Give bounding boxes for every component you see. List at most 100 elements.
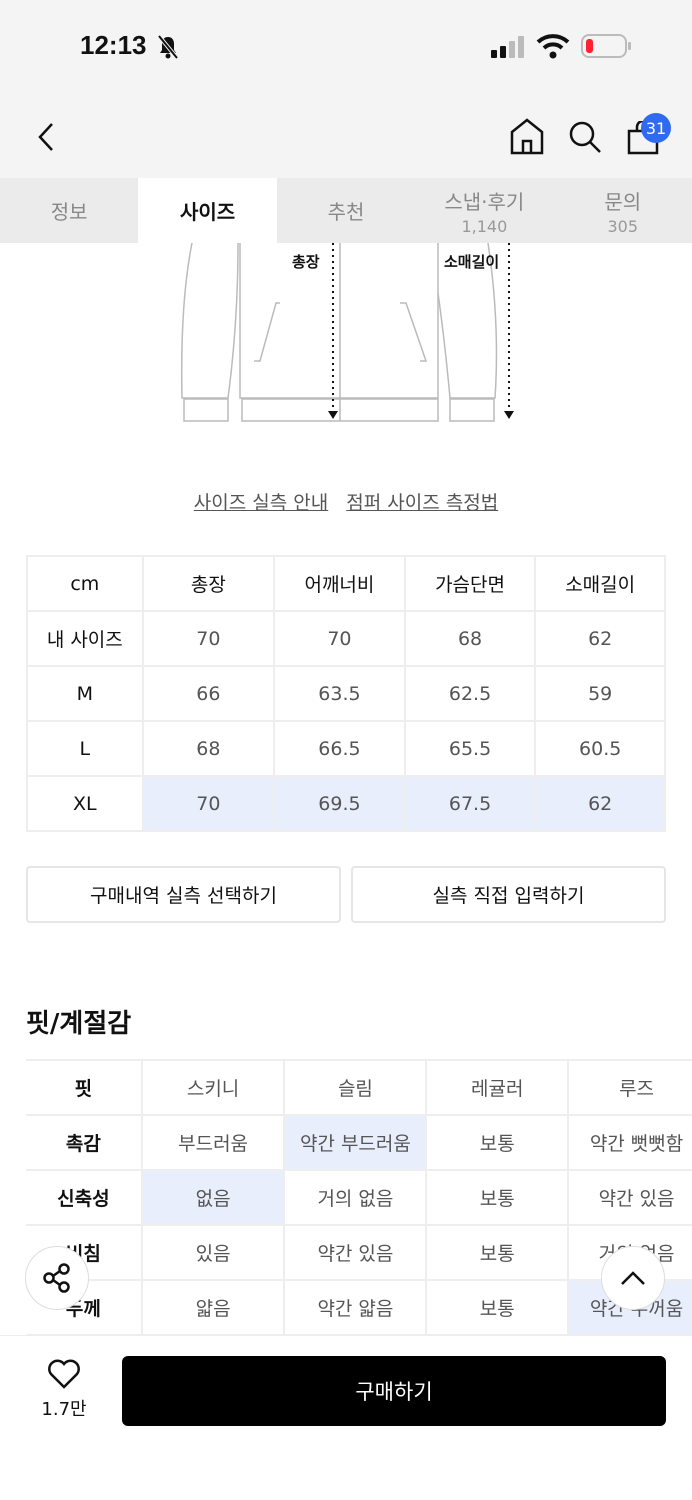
status-time: 12:13: [80, 30, 147, 60]
share-icon: [43, 1263, 70, 1293]
fit-row-label: 촉감: [26, 1114, 143, 1171]
size-value: 66.5: [273, 720, 406, 777]
tab-label: 문의: [604, 189, 642, 214]
share-button[interactable]: [25, 1246, 89, 1310]
size-row: L 68 66.5 65.5 60.5: [26, 720, 666, 777]
tab-qna[interactable]: 문의 305: [554, 178, 692, 243]
size-table: cm 총장 어깨너비 가슴단면 소매길이 내 사이즈 70 70 68 62 M 66 63.5 62.5…: [26, 555, 666, 832]
size-value: 70: [141, 775, 276, 832]
fit-option: 약간 있음: [284, 1224, 428, 1281]
size-row-label: M: [26, 665, 144, 722]
size-row: M 66 63.5 62.5 59: [26, 665, 666, 722]
fit-option: 있음: [141, 1224, 286, 1281]
size-value: 60.5: [534, 720, 666, 777]
size-value: 70: [141, 610, 276, 667]
back-icon[interactable]: [34, 121, 58, 153]
manual-input-button[interactable]: 실측 직접 입력하기: [351, 866, 666, 923]
size-value: 66: [141, 665, 276, 722]
measure-method-link[interactable]: 점퍼 사이즈 측정법: [346, 492, 499, 514]
fit-option: 루즈: [568, 1059, 692, 1116]
size-value: 70: [273, 610, 406, 667]
bell-muted-icon: [157, 34, 179, 60]
size-header-cell: 소매길이: [534, 555, 666, 612]
tab-reviews[interactable]: 스냅·후기 1,140: [415, 178, 553, 243]
cart-count-badge: 31: [641, 113, 671, 143]
status-bar: 12:13: [0, 0, 692, 95]
fit-row-label: 핏: [26, 1059, 143, 1116]
size-value: 63.5: [273, 665, 406, 722]
size-value: 67.5: [403, 775, 537, 832]
tab-label: 정보: [50, 200, 88, 224]
purchase-history-button[interactable]: 구매내역 실측 선택하기: [26, 866, 341, 923]
size-header-cell: 어깨너비: [273, 555, 406, 612]
fit-row: 신축성 없음 거의 없음 보통 약간 있음: [26, 1169, 692, 1226]
fit-option: 얇음: [141, 1279, 286, 1336]
search-icon[interactable]: [567, 119, 603, 155]
fit-row-label: 신축성: [26, 1169, 143, 1226]
fit-option: 보통: [426, 1224, 570, 1281]
size-value: 62: [534, 610, 666, 667]
battery-icon: [581, 34, 631, 58]
length-label: 총장: [292, 253, 320, 271]
tab-count: 305: [607, 216, 639, 236]
size-header-row: cm 총장 어깨너비 가슴단면 소매길이: [26, 555, 666, 612]
size-links: 사이즈 실측 안내 점퍼 사이즈 측정법: [0, 488, 692, 515]
fit-row: 촉감 부드러움 약간 부드러움 보통 약간 뻣뻣함: [26, 1114, 692, 1171]
size-value: 59: [534, 665, 666, 722]
product-tabs: 정보 사이즈 추천 스냅·후기 1,140 문의 305: [0, 178, 692, 243]
fit-option: 슬림: [284, 1059, 428, 1116]
size-header-cell: cm: [26, 555, 144, 612]
size-value: 68: [403, 610, 537, 667]
chevron-up-icon: [621, 1271, 645, 1285]
size-row-label: XL: [26, 775, 144, 832]
bottom-bar: 1.7만 구매하기: [0, 1335, 692, 1500]
tab-info[interactable]: 정보: [0, 178, 138, 243]
fit-option: 약간 뻣뻣함: [568, 1114, 692, 1171]
size-row: 내 사이즈 70 70 68 62: [26, 610, 666, 667]
tab-label: 사이즈: [179, 200, 236, 224]
tab-count: 1,140: [461, 216, 508, 236]
size-value: 65.5: [403, 720, 537, 777]
size-header-cell: 총장: [141, 555, 276, 612]
signal-icon: [491, 36, 524, 58]
fit-option: 보통: [426, 1169, 570, 1226]
size-illustration: 총장 소매길이: [170, 243, 530, 423]
size-value: 62.5: [403, 665, 537, 722]
tab-label: 추천: [327, 200, 365, 224]
tab-label: 스냅·후기: [444, 189, 525, 214]
fit-option: 스키니: [141, 1059, 286, 1116]
fit-row: 두께 얇음 약간 얇음 보통 약간 두꺼움: [26, 1279, 692, 1336]
heart-icon: [48, 1359, 80, 1389]
home-icon[interactable]: [509, 117, 545, 155]
jacket-drawing: [180, 243, 514, 422]
fit-option: 보통: [426, 1279, 570, 1336]
size-value: 62: [534, 775, 666, 832]
like-count: 1.7만: [41, 1399, 87, 1420]
like-button[interactable]: 1.7만: [30, 1358, 98, 1421]
fit-option: 약간 부드러움: [284, 1114, 428, 1171]
size-value: 68: [141, 720, 276, 777]
fit-option: 레귤러: [426, 1059, 570, 1116]
size-guide-link[interactable]: 사이즈 실측 안내: [193, 492, 329, 514]
tab-size[interactable]: 사이즈: [138, 178, 277, 243]
size-header-cell: 가슴단면: [403, 555, 537, 612]
scroll-top-button[interactable]: [601, 1246, 665, 1310]
fit-option: 보통: [426, 1114, 570, 1171]
tab-recommend[interactable]: 추천: [277, 178, 415, 243]
size-row-label: L: [26, 720, 144, 777]
top-nav: [0, 95, 692, 178]
size-row-label: 내 사이즈: [26, 610, 144, 667]
sleeve-label: 소매길이: [444, 253, 500, 271]
fit-option: 약간 있음: [568, 1169, 692, 1226]
fit-option: 약간 얇음: [284, 1279, 428, 1336]
fit-option: 거의 없음: [284, 1169, 428, 1226]
fit-section-title: 핏/계절감: [26, 1009, 132, 1039]
size-value: 69.5: [273, 775, 406, 832]
buy-button[interactable]: 구매하기: [122, 1356, 666, 1426]
fit-table: 핏 스키니 슬림 레귤러 루즈 촉감 부드러움 약간 부드러움 보통 약간 뻣뻣함 신축성 없음 거의 …: [26, 1059, 692, 1336]
fit-row: 핏 스키니 슬림 레귤러 루즈: [26, 1059, 692, 1116]
fit-option: 없음: [141, 1169, 286, 1226]
fit-option: 부드러움: [141, 1114, 286, 1171]
wifi-icon: [536, 34, 570, 59]
